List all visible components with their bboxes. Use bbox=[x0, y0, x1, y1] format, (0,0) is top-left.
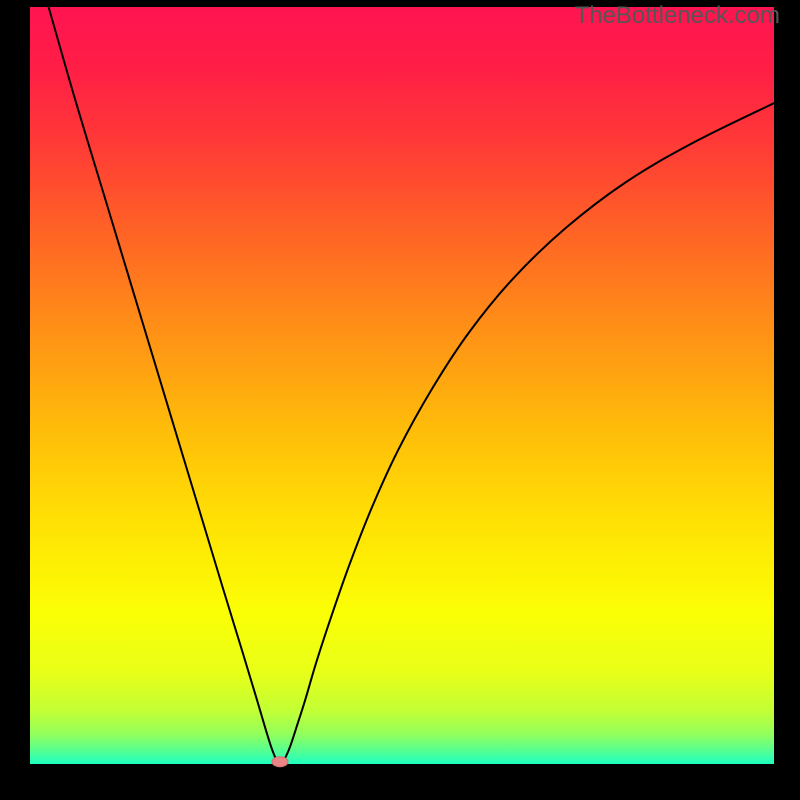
plot-area bbox=[30, 7, 774, 764]
watermark-text: TheBottleneck.com bbox=[575, 2, 780, 30]
chart-root: TheBottleneck.com bbox=[0, 0, 800, 800]
